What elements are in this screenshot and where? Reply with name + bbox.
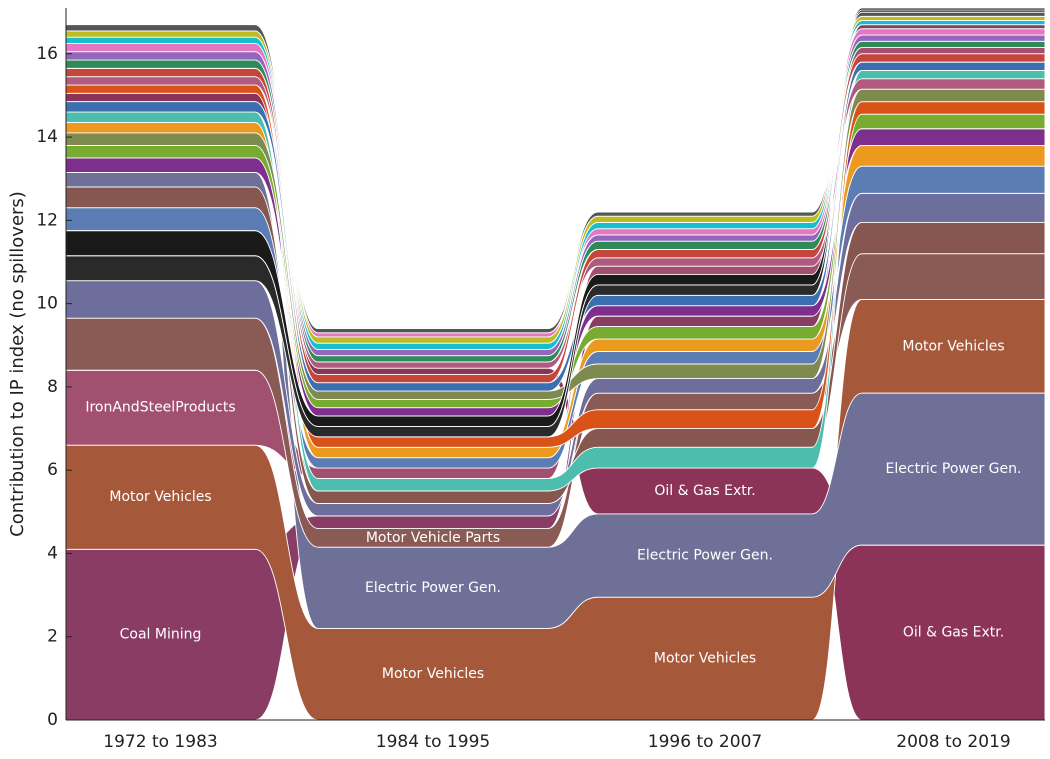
y-axis-label: Contribution to IP index (no spillovers) bbox=[7, 191, 28, 537]
band-label: Electric Power Gen. bbox=[365, 580, 501, 596]
y-tick-label: 4 bbox=[47, 543, 58, 563]
band-label: Coal Mining bbox=[120, 627, 202, 643]
band bbox=[65, 11, 1046, 334]
y-tick-label: 2 bbox=[47, 627, 58, 647]
band bbox=[65, 122, 1046, 459]
y-tick-label: 8 bbox=[47, 377, 58, 397]
band-label: IronAndSteelProducts bbox=[85, 400, 235, 416]
band bbox=[65, 7, 1046, 427]
band-label: Electric Power Gen. bbox=[886, 461, 1022, 477]
band-label: Motor Vehicles bbox=[902, 338, 1004, 354]
x-tick-label: 2008 to 2019 bbox=[896, 732, 1010, 752]
band-label: Oil & Gas Extr. bbox=[654, 483, 755, 499]
y-tick-label: 6 bbox=[47, 460, 58, 480]
y-tick-label: 10 bbox=[36, 294, 58, 314]
band-label: Motor Vehicle Parts bbox=[366, 530, 500, 546]
band bbox=[65, 186, 1046, 504]
band-label: Oil & Gas Extr. bbox=[903, 625, 1004, 641]
y-tick-label: 12 bbox=[36, 210, 58, 230]
band-label: Electric Power Gen. bbox=[637, 548, 773, 564]
x-tick-label: 1972 to 1983 bbox=[103, 732, 217, 752]
band-label: Motor Vehicles bbox=[382, 666, 484, 682]
y-tick-label: 0 bbox=[47, 710, 58, 730]
band-label: Motor Vehicles bbox=[109, 489, 211, 505]
x-tick-label: 1984 to 1995 bbox=[376, 732, 490, 752]
y-tick-label: 16 bbox=[36, 44, 58, 64]
band bbox=[65, 15, 1046, 344]
x-tick-label: 1996 to 2007 bbox=[648, 732, 762, 752]
bands bbox=[65, 7, 1046, 721]
y-tick-label: 14 bbox=[36, 127, 58, 147]
band bbox=[65, 53, 1046, 384]
band-label: Motor Vehicles bbox=[654, 651, 756, 667]
